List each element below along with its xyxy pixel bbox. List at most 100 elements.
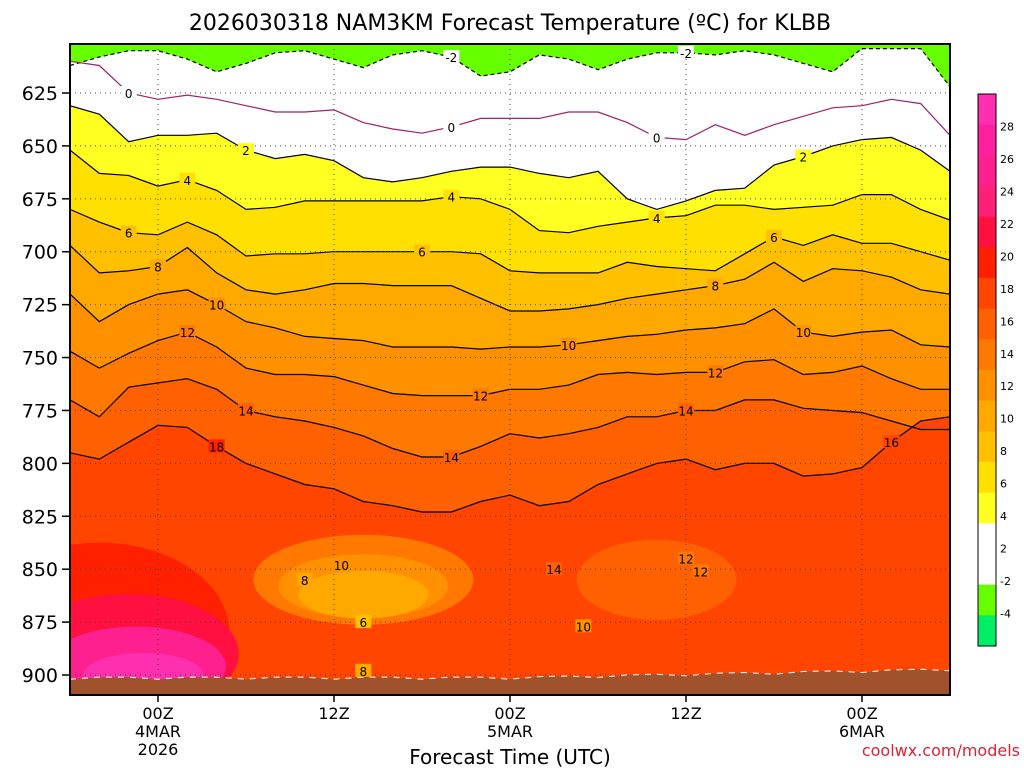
x-tick-label: 00Z bbox=[846, 704, 877, 723]
contour-label-bg bbox=[795, 325, 812, 339]
contour-line--2 bbox=[70, 48, 950, 88]
contour-label-bg bbox=[443, 50, 460, 64]
colorbar-swatch bbox=[978, 400, 996, 432]
contour-label-bg bbox=[208, 297, 225, 311]
y-axis: 625 650 675 700 725 750 775 800 825 850 875 900 bbox=[22, 83, 70, 687]
contour-label-bg bbox=[355, 663, 372, 677]
contour-label: 4 bbox=[653, 212, 661, 226]
y-tick-label: 750 bbox=[22, 348, 58, 370]
contour-line-14 bbox=[70, 378, 950, 458]
x-tick-label: 2026 bbox=[138, 740, 179, 759]
contour-label: 10 bbox=[561, 339, 576, 353]
contour-label: 10 bbox=[576, 620, 591, 634]
contour-label: 8 bbox=[712, 280, 720, 294]
contour-label-bg bbox=[678, 403, 694, 417]
colorbar-swatch bbox=[978, 462, 996, 494]
contour-label-bg bbox=[707, 365, 724, 379]
contour-label-bg bbox=[648, 130, 665, 144]
contour-line-0 bbox=[70, 60, 950, 141]
colorbar-swatch bbox=[978, 94, 996, 126]
contour-label: 8 bbox=[360, 665, 368, 679]
colorbar-swatch bbox=[978, 615, 996, 647]
contour-label: 10 bbox=[334, 559, 349, 573]
contour-label: 12 bbox=[678, 553, 693, 567]
contour-label-bg bbox=[179, 172, 196, 186]
colorbar-label: 16 bbox=[1000, 315, 1014, 328]
contour-line-8 bbox=[70, 244, 950, 312]
contour-label-bg bbox=[678, 45, 694, 59]
contour-label: 0 bbox=[653, 131, 661, 145]
contour-label-bg bbox=[296, 572, 313, 586]
contour-label: 4 bbox=[184, 174, 192, 188]
fill-band-16 bbox=[70, 416, 950, 695]
colorbar-label: 8 bbox=[1000, 445, 1007, 458]
contour-label-bg bbox=[560, 337, 577, 351]
colorbar-swatch bbox=[978, 216, 996, 248]
colorbar-label: -2 bbox=[1000, 575, 1011, 588]
contour-label: 2 bbox=[800, 150, 808, 164]
contour-label-bg bbox=[238, 403, 254, 417]
y-tick-label: 625 bbox=[22, 83, 58, 105]
colorbar-swatch bbox=[978, 339, 996, 371]
colorbar-label: 2 bbox=[1000, 543, 1007, 556]
contour-label-bg bbox=[355, 615, 372, 629]
x-tick-label: 00Z bbox=[142, 704, 173, 723]
contour-label-bg bbox=[120, 225, 137, 239]
colorbar-swatch bbox=[978, 186, 996, 218]
colorbar-label: -4 bbox=[1000, 608, 1011, 621]
colorbar-label: 26 bbox=[1000, 153, 1014, 166]
colorbar-label: 14 bbox=[1000, 348, 1014, 361]
colorbar-label: 20 bbox=[1000, 250, 1014, 263]
contour-label: 12 bbox=[473, 390, 488, 404]
contour-label: 6 bbox=[360, 616, 368, 630]
colorbar-swatch bbox=[978, 124, 996, 156]
contour-label: 6 bbox=[125, 227, 133, 241]
contour-label: 14 bbox=[238, 404, 253, 418]
x-tick-label: 12Z bbox=[670, 704, 701, 723]
y-tick-label: 900 bbox=[22, 665, 58, 687]
colorbar-swatch bbox=[978, 278, 996, 310]
temperature-fill-layer bbox=[70, 44, 950, 695]
contour-label-bg bbox=[707, 278, 724, 292]
contour-label: 0 bbox=[125, 87, 133, 101]
contour-label-bg bbox=[575, 619, 592, 633]
colorbar-swatch bbox=[978, 247, 996, 279]
contour-label-bg bbox=[208, 439, 225, 453]
contour-label-bg bbox=[472, 388, 489, 402]
colorbar-swatch bbox=[978, 155, 996, 187]
contour-label: 12 bbox=[693, 565, 708, 579]
colorbar-label: 28 bbox=[1000, 120, 1014, 133]
contour-label-bg bbox=[692, 564, 709, 578]
contour-label-bg bbox=[766, 229, 782, 243]
contour-label: 0 bbox=[448, 121, 456, 135]
contour-label-bg bbox=[150, 259, 166, 273]
y-tick-label: 825 bbox=[22, 506, 58, 528]
colorbar-label: 18 bbox=[1000, 283, 1014, 296]
y-tick-label: 650 bbox=[22, 136, 58, 158]
y-tick-label: 675 bbox=[22, 189, 58, 211]
contour-label: 14 bbox=[678, 404, 693, 418]
x-tick-label: 4MAR bbox=[135, 722, 181, 741]
contour-label: 10 bbox=[209, 299, 224, 313]
contour-label-bg bbox=[443, 189, 460, 203]
colorbar-swatch bbox=[978, 523, 996, 555]
grid-layer bbox=[70, 44, 950, 695]
contour-label: 6 bbox=[418, 246, 426, 260]
colorbar-swatch bbox=[978, 370, 996, 402]
contour-label-bg bbox=[546, 562, 562, 576]
colorbar-swatch bbox=[978, 554, 996, 586]
x-axis-label: Forecast Time (UTC) bbox=[409, 745, 611, 768]
contour-label: 8 bbox=[301, 574, 309, 588]
terrain-layer bbox=[70, 668, 950, 695]
contour-label-bg bbox=[120, 86, 137, 99]
contour-label: 14 bbox=[444, 451, 459, 465]
contour-label: 4 bbox=[448, 191, 456, 205]
contour-label: 12 bbox=[708, 366, 723, 380]
contour-label-bg bbox=[238, 143, 254, 157]
colorbar-swatch bbox=[978, 431, 996, 463]
watermark: coolwx.com/models bbox=[862, 741, 1020, 760]
colorbar-label: 10 bbox=[1000, 413, 1014, 426]
colorbar-frame bbox=[977, 93, 997, 647]
